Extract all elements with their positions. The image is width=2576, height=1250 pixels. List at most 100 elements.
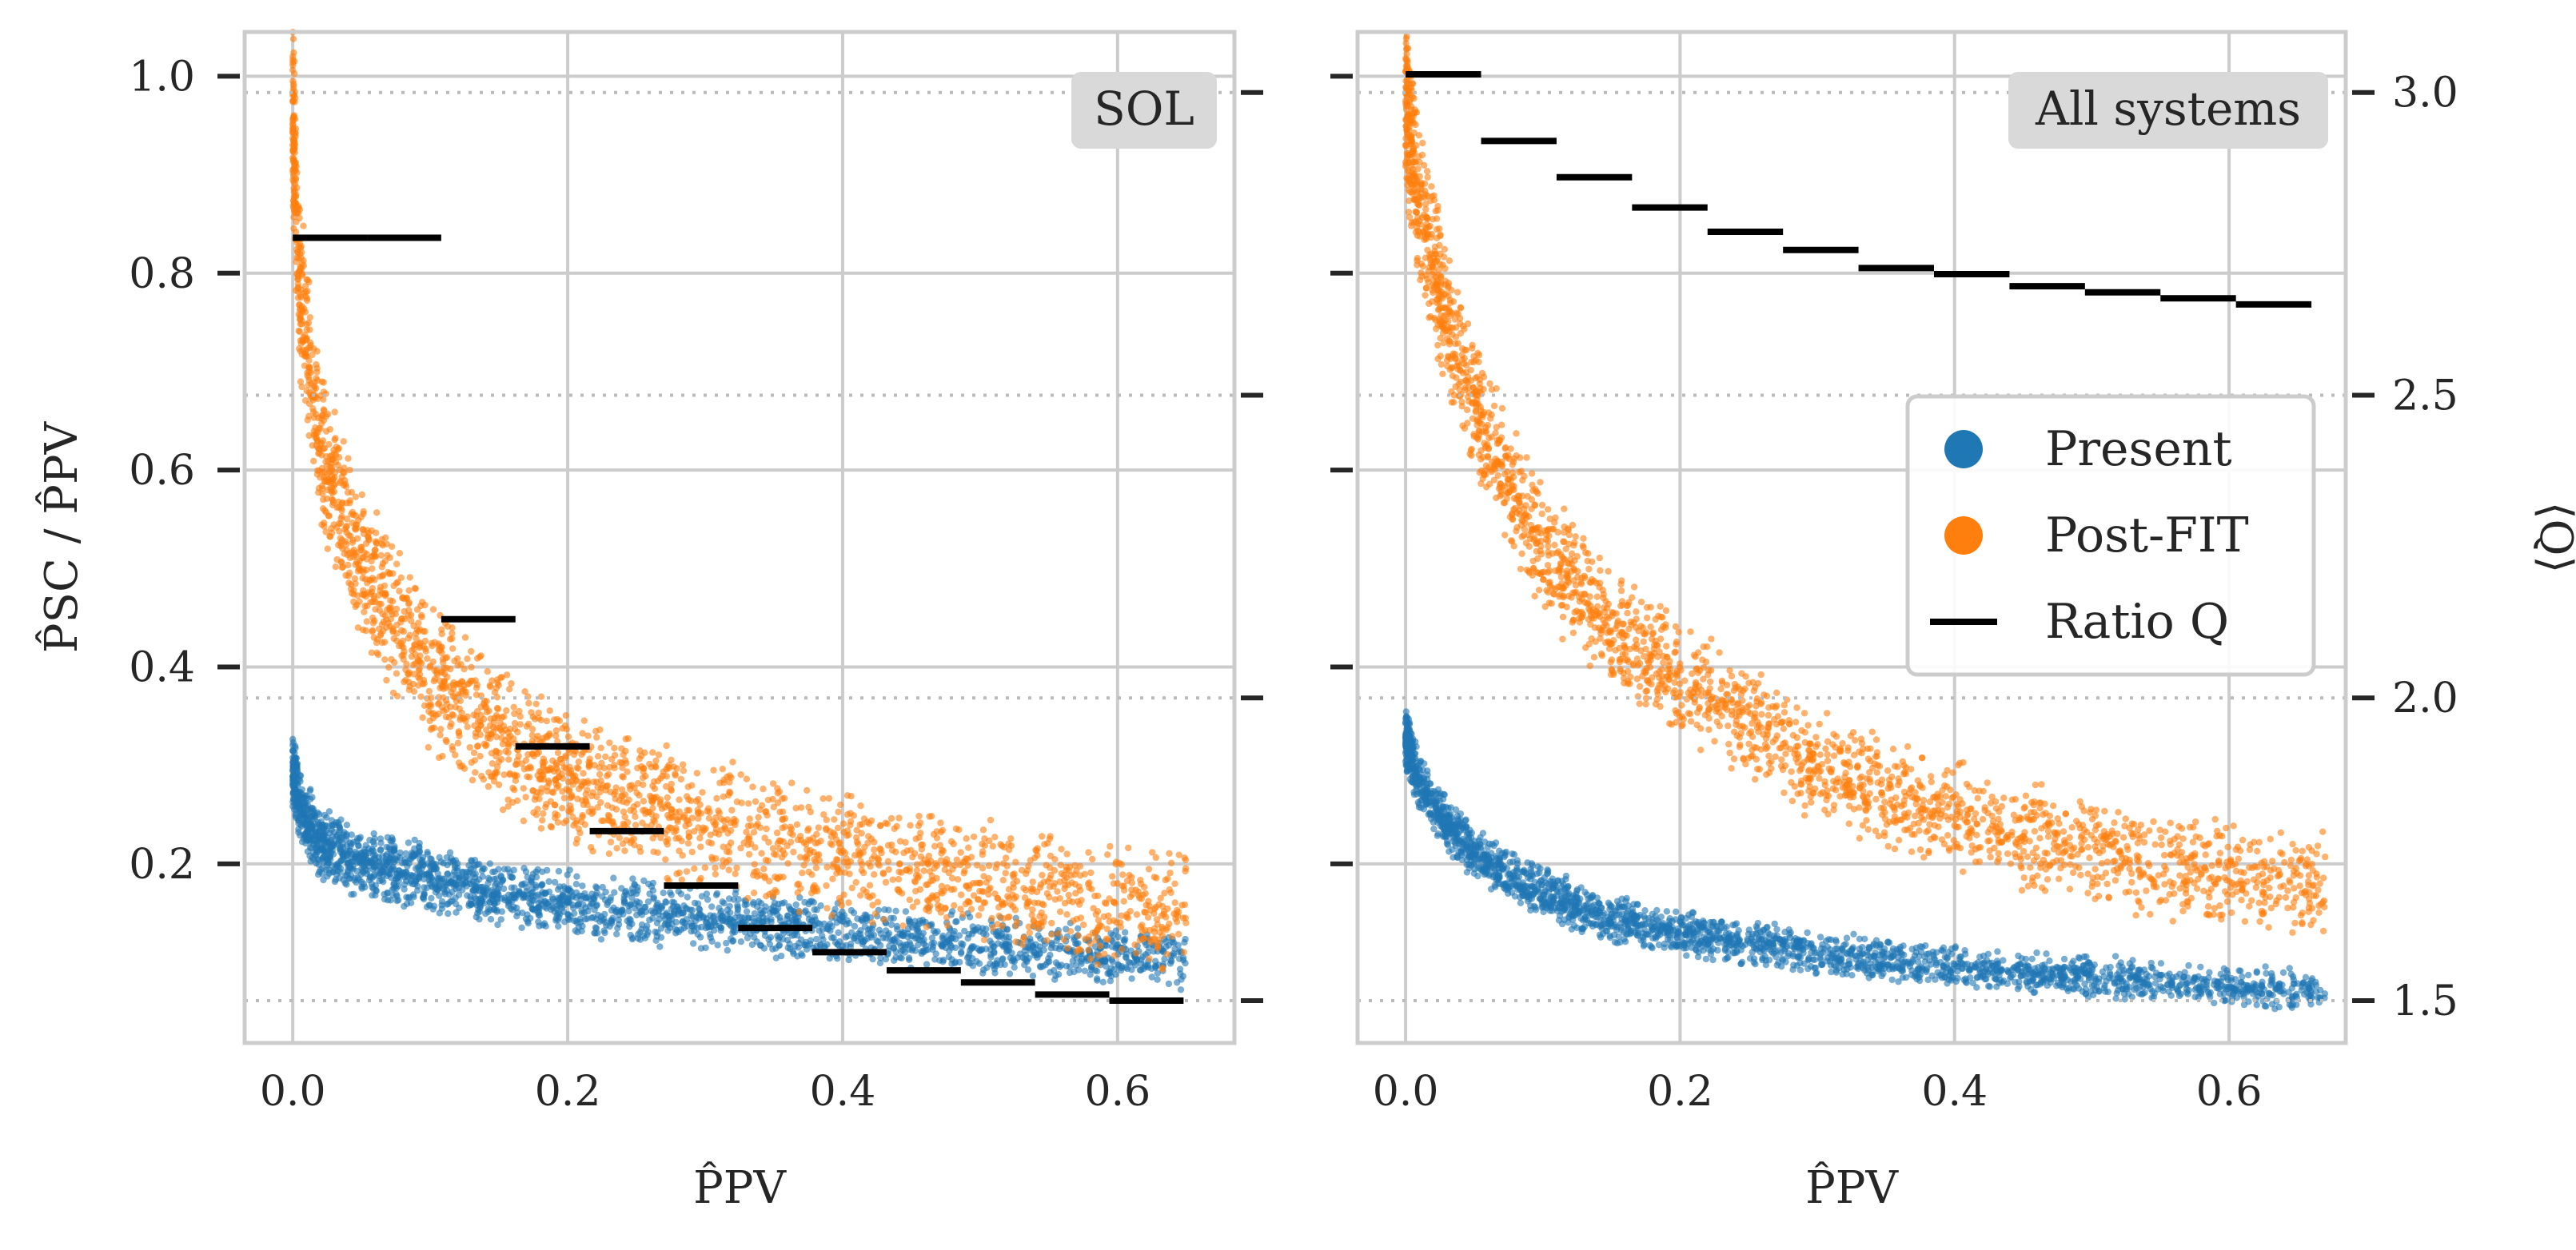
scatter-point xyxy=(919,859,926,867)
scatter-point xyxy=(882,927,890,934)
scatter-point xyxy=(828,934,835,941)
scatter-point xyxy=(528,892,536,900)
scatter-point xyxy=(657,834,664,842)
scatter-point xyxy=(730,896,737,903)
scatter-point xyxy=(626,923,633,930)
scatter-point xyxy=(851,922,859,930)
scatter-point xyxy=(1182,960,1189,967)
scatter-point xyxy=(916,819,924,826)
scatter-point xyxy=(1087,869,1095,877)
scatter-point xyxy=(429,715,437,722)
scatter-point xyxy=(999,943,1007,950)
scatter-point xyxy=(297,378,305,385)
scatter-point xyxy=(649,805,656,812)
scatter-point xyxy=(702,925,710,932)
scatter-point xyxy=(596,726,604,734)
scatter-point xyxy=(525,699,532,707)
scatter-point xyxy=(653,933,660,940)
scatter-point xyxy=(953,856,961,863)
scatter-point xyxy=(987,884,994,892)
scatter-point xyxy=(721,918,729,925)
scatter-point xyxy=(939,826,947,834)
scatter-point xyxy=(538,901,545,908)
x-tick-label: 0.2 xyxy=(535,1068,601,1116)
scatter-point xyxy=(448,688,455,696)
scatter-point xyxy=(823,816,831,823)
scatter-point xyxy=(676,847,683,854)
scatter-point xyxy=(697,874,704,882)
scatter-point xyxy=(957,849,964,856)
scatter-point xyxy=(943,856,951,863)
scatter-point xyxy=(737,771,744,778)
scatter-point xyxy=(1127,959,1134,967)
scatter-point xyxy=(884,858,892,866)
scatter-point xyxy=(1072,890,1079,897)
scatter-point xyxy=(525,774,533,781)
scatter-point xyxy=(385,663,393,671)
scatter-point xyxy=(572,927,579,934)
scatter-point xyxy=(318,452,325,459)
scatter-point xyxy=(1158,965,1166,973)
scatter-point xyxy=(485,707,492,715)
scatter-point xyxy=(848,884,856,892)
scatter-point xyxy=(573,764,580,771)
scatter-point xyxy=(387,597,394,604)
scatter-point xyxy=(1117,923,1125,931)
scatter-point xyxy=(937,819,944,826)
scatter-point xyxy=(1081,870,1089,878)
scatter-point xyxy=(882,878,890,886)
scatter-point xyxy=(547,764,554,771)
scatter-point xyxy=(633,898,640,906)
scatter-point xyxy=(629,875,636,882)
scatter-point xyxy=(656,943,664,950)
scatter-point xyxy=(779,900,786,907)
scatter-point xyxy=(1013,878,1021,885)
scatter-point xyxy=(559,725,566,732)
scatter-point xyxy=(1166,870,1174,877)
scatter-point xyxy=(1057,862,1065,869)
scatter-point xyxy=(1171,880,1178,888)
scatter-point xyxy=(1124,914,1132,922)
scatter-point xyxy=(815,851,823,858)
scatter-point xyxy=(499,728,506,735)
scatter-point xyxy=(596,770,604,778)
scatter-point xyxy=(608,804,616,811)
scatter-point xyxy=(807,937,815,944)
scatter-point xyxy=(518,924,525,932)
scatter-point xyxy=(425,687,433,695)
scatter-point xyxy=(484,782,492,790)
scatter-point xyxy=(365,877,373,884)
scatter-point xyxy=(693,770,701,777)
scatter-point xyxy=(313,360,320,368)
scatter-point xyxy=(871,846,878,854)
scatter-point xyxy=(446,849,454,856)
scatter-point xyxy=(728,839,735,846)
scatter-point xyxy=(1087,955,1095,962)
scatter-point xyxy=(1067,928,1075,935)
scatter-point xyxy=(1141,961,1149,969)
y-axis-label: P̂SC / P̂PV xyxy=(34,420,88,653)
scatter-point xyxy=(969,923,976,930)
scatter-point xyxy=(332,435,339,442)
scatter-point xyxy=(443,654,451,661)
scatter-point xyxy=(720,779,728,786)
scatter-point xyxy=(931,956,939,963)
scatter-point xyxy=(804,826,811,834)
scatter-point xyxy=(608,918,616,926)
scatter-point xyxy=(871,838,878,846)
scatter-point xyxy=(497,916,504,923)
scatter-point xyxy=(290,178,297,185)
scatter-point xyxy=(326,426,333,433)
scatter-point xyxy=(495,682,502,689)
scatter-point xyxy=(720,793,728,800)
scatter-point xyxy=(1112,971,1119,978)
scatter-point xyxy=(917,853,925,861)
scatter-point xyxy=(334,840,341,848)
scatter-point xyxy=(313,838,320,845)
scatter-point xyxy=(540,755,548,762)
scatter-point xyxy=(522,794,529,801)
scatter-point xyxy=(361,608,368,615)
scatter-point xyxy=(324,873,331,880)
scatter-point xyxy=(876,959,884,967)
scatter-point xyxy=(325,857,332,864)
